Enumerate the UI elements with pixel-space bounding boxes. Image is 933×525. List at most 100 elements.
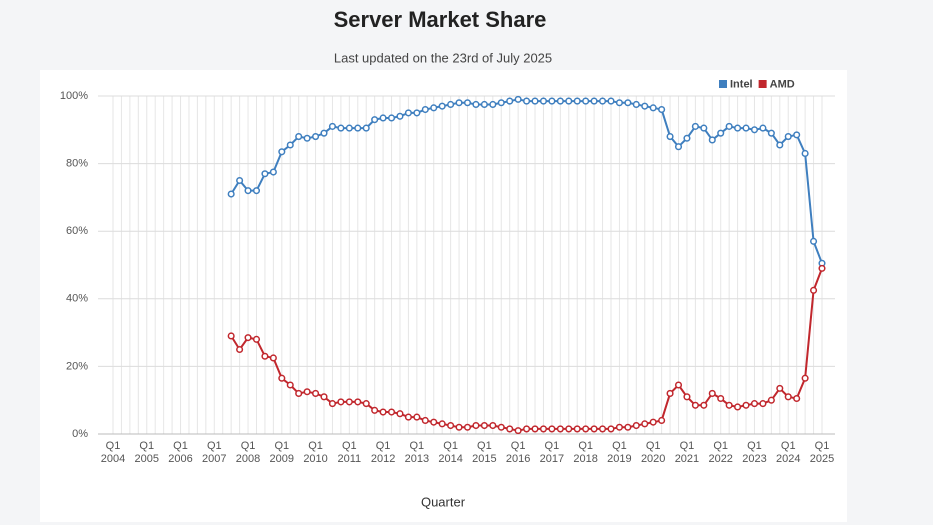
data-point: [784, 133, 792, 141]
data-point: [548, 425, 556, 433]
data-point: [489, 422, 497, 430]
data-point: [379, 408, 387, 416]
data-point: [810, 286, 818, 294]
data-point: [700, 401, 708, 409]
chart-title: Server Market Share: [334, 7, 547, 32]
data-point: [590, 97, 598, 105]
x-tick-label: Q1 2004: [100, 440, 126, 465]
data-point: [514, 427, 522, 435]
data-point: [362, 400, 370, 408]
data-point: [497, 423, 505, 431]
data-point: [480, 422, 488, 430]
y-tick-label: 100%: [60, 90, 88, 102]
data-point: [295, 133, 303, 141]
data-point: [666, 133, 674, 141]
data-point: [776, 384, 784, 392]
y-tick-label: 80%: [66, 158, 88, 170]
data-point: [354, 124, 362, 132]
data-point: [354, 398, 362, 406]
data-point: [379, 114, 387, 122]
data-point: [725, 122, 733, 130]
x-tick-label: Q1 2015: [472, 440, 497, 465]
data-point: [767, 129, 775, 137]
data-point: [801, 149, 809, 158]
data-point: [531, 425, 539, 433]
x-tick-label: Q1 2022: [708, 440, 733, 465]
data-point: [455, 99, 463, 107]
data-point: [818, 264, 826, 272]
x-tick-label: Q1 2020: [640, 440, 666, 465]
data-point: [506, 97, 514, 105]
data-point: [607, 97, 615, 105]
x-tick-label: Q1 2005: [134, 440, 159, 465]
data-point: [734, 124, 742, 132]
data-point: [691, 122, 699, 130]
data-point: [244, 334, 252, 342]
data-point: [683, 393, 691, 401]
data-point: [573, 425, 581, 433]
data-point: [523, 425, 531, 433]
data-point: [658, 105, 666, 114]
data-point: [624, 99, 632, 107]
data-point: [345, 124, 353, 132]
data-point: [539, 97, 548, 105]
data-point: [734, 403, 742, 411]
x-tick-label: Q1 2009: [269, 440, 295, 465]
data-point: [632, 422, 640, 430]
data-point: [362, 124, 370, 132]
data-point: [387, 114, 396, 122]
data-point: [708, 389, 716, 397]
data-point: [759, 124, 767, 132]
data-point: [413, 109, 421, 117]
data-point: [404, 413, 412, 421]
y-tick-label: 60%: [66, 225, 88, 237]
x-tick-label: Q1 2008: [235, 440, 261, 465]
legend-swatch: [719, 80, 727, 88]
data-point: [396, 410, 404, 418]
data-point: [649, 104, 657, 112]
x-tick-label: Q1 2025: [809, 440, 835, 465]
data-point: [472, 100, 480, 108]
y-tick-label: 20%: [66, 360, 88, 372]
data-point: [278, 374, 286, 382]
x-tick-label: Q1 2011: [337, 440, 362, 465]
data-point: [328, 400, 337, 408]
data-point: [303, 388, 311, 396]
data-point: [666, 389, 674, 397]
data-point: [750, 400, 759, 408]
x-tick-label: Q1 2023: [742, 440, 767, 465]
data-point: [531, 97, 539, 105]
data-point: [320, 129, 328, 137]
data-point: [421, 105, 429, 114]
data-point: [801, 374, 809, 382]
data-point: [658, 416, 666, 425]
data-point: [328, 122, 337, 130]
data-point: [582, 97, 590, 105]
legend-label: Intel: [730, 78, 753, 90]
data-point: [227, 332, 235, 340]
data-point: [810, 237, 818, 245]
data-point: [514, 95, 522, 103]
data-point: [430, 104, 438, 112]
data-point: [632, 100, 640, 108]
data-point: [776, 141, 784, 149]
data-point: [320, 393, 328, 401]
data-point: [278, 148, 286, 156]
data-point: [463, 99, 472, 107]
data-point: [565, 97, 573, 105]
data-point: [252, 335, 261, 343]
data-point: [252, 187, 261, 195]
data-point: [641, 420, 649, 428]
data-point: [556, 97, 564, 105]
data-point: [750, 126, 759, 134]
data-point: [793, 394, 801, 403]
data-point: [303, 134, 311, 142]
data-point: [404, 109, 412, 117]
data-point: [615, 99, 623, 107]
data-point: [717, 394, 725, 403]
data-point: [506, 425, 514, 433]
data-point: [674, 143, 683, 151]
x-tick-label: Q1 2013: [404, 440, 430, 465]
data-point: [607, 425, 615, 433]
